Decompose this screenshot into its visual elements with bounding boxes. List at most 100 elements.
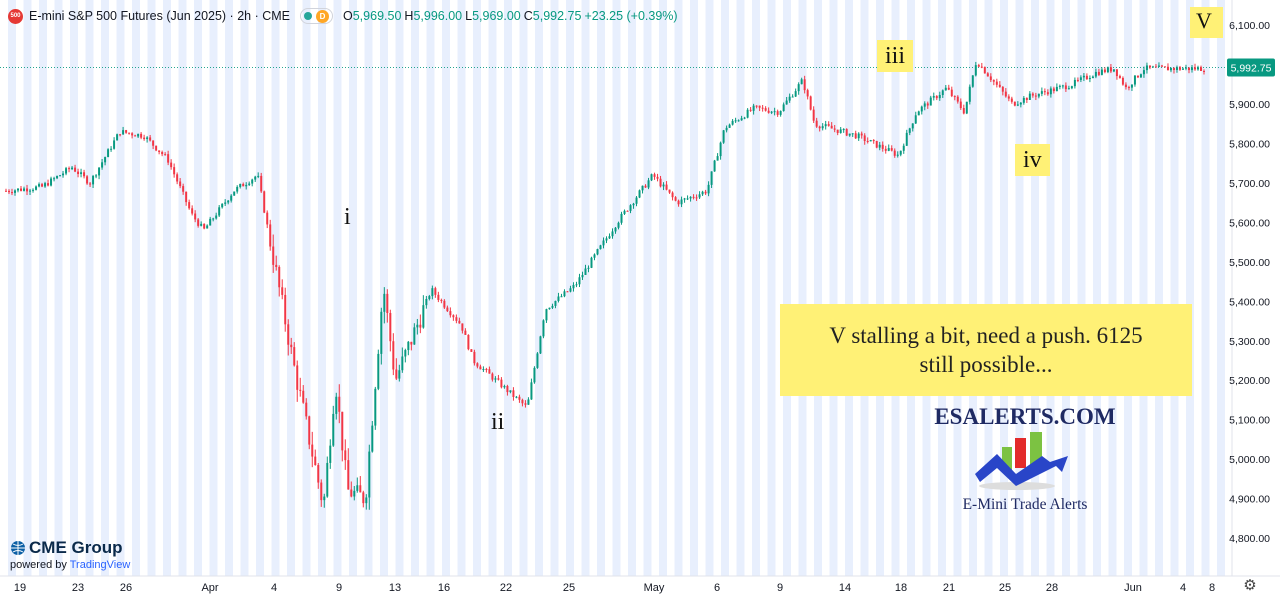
candle bbox=[311, 431, 314, 468]
session-band bbox=[535, 0, 543, 576]
candle bbox=[581, 271, 584, 281]
candle bbox=[686, 195, 689, 201]
candle bbox=[545, 308, 548, 323]
candle bbox=[1094, 68, 1097, 79]
candle bbox=[1058, 84, 1061, 90]
candle bbox=[701, 190, 704, 196]
session-band bbox=[1108, 0, 1117, 576]
time-tick-label: 16 bbox=[438, 582, 450, 594]
candle bbox=[1196, 65, 1199, 71]
candle bbox=[425, 295, 428, 309]
candle bbox=[920, 105, 923, 115]
candle bbox=[185, 191, 188, 206]
symbol-badge[interactable]: 500 bbox=[8, 8, 23, 24]
candle bbox=[1187, 67, 1190, 74]
candle bbox=[935, 95, 938, 101]
candle bbox=[278, 265, 281, 297]
time-tick-label: Jun bbox=[1124, 582, 1142, 594]
globe-icon bbox=[11, 541, 25, 555]
candle bbox=[1121, 76, 1124, 86]
candle bbox=[332, 405, 335, 447]
candle bbox=[704, 189, 707, 195]
candle bbox=[1019, 101, 1022, 108]
market-status[interactable]: D bbox=[300, 8, 333, 24]
candle bbox=[959, 98, 962, 110]
candle bbox=[437, 291, 440, 303]
powered-by[interactable]: powered by TradingView bbox=[10, 559, 131, 571]
candle bbox=[641, 185, 644, 194]
time-tick-label: 26 bbox=[120, 582, 132, 594]
time-axis[interactable]: 19 23 26 Apr 4 9 13 16 22 25 May 6 9 14 18 21 25 28 Jun 4 8 bbox=[0, 575, 1280, 600]
last-price-tag[interactable]: 5,992.75 bbox=[1227, 58, 1275, 77]
candle bbox=[1010, 96, 1013, 104]
session-band bbox=[426, 0, 435, 576]
candle bbox=[1097, 68, 1100, 77]
candle bbox=[71, 165, 74, 171]
candle bbox=[1022, 96, 1025, 105]
candle bbox=[500, 377, 503, 389]
candle bbox=[698, 191, 701, 200]
session-band bbox=[163, 0, 171, 576]
price-tick-label: 6,100.00 bbox=[1229, 20, 1270, 32]
candle bbox=[47, 179, 50, 187]
candle bbox=[164, 152, 167, 156]
candle bbox=[353, 486, 356, 501]
candle bbox=[263, 190, 266, 214]
candle bbox=[797, 82, 800, 95]
candle bbox=[122, 126, 125, 135]
candle bbox=[1190, 64, 1193, 73]
candle bbox=[893, 148, 896, 158]
session-band bbox=[287, 0, 295, 576]
session-band bbox=[318, 0, 326, 576]
candle bbox=[776, 109, 779, 117]
candle bbox=[680, 196, 683, 208]
candle bbox=[83, 169, 86, 179]
candle bbox=[488, 366, 491, 374]
candle bbox=[152, 140, 155, 150]
candle bbox=[380, 307, 383, 365]
candle bbox=[887, 144, 890, 152]
candle bbox=[209, 216, 212, 226]
candle bbox=[272, 234, 275, 273]
candle bbox=[161, 150, 164, 157]
price-tick-label: 5,000.00 bbox=[1229, 454, 1270, 466]
brand-tagline: E-Mini Trade Alerts bbox=[962, 496, 1088, 513]
candle bbox=[29, 188, 32, 195]
candle bbox=[728, 123, 731, 129]
time-tick-label: 21 bbox=[943, 582, 955, 594]
session-band bbox=[612, 0, 621, 576]
candle bbox=[830, 122, 833, 129]
candle bbox=[656, 173, 659, 182]
candle bbox=[617, 221, 620, 230]
session-band bbox=[178, 0, 187, 576]
cme-logo[interactable]: CME Group bbox=[10, 538, 130, 558]
price-axis[interactable]: 6,100.006,000.005,900.005,800.005,700.00… bbox=[1227, 0, 1280, 600]
candle bbox=[878, 141, 881, 151]
session-band bbox=[70, 0, 78, 576]
session-band bbox=[969, 0, 977, 576]
candle bbox=[551, 303, 554, 310]
candle bbox=[482, 366, 485, 372]
candle bbox=[1172, 67, 1175, 74]
candle bbox=[914, 111, 917, 124]
candle bbox=[104, 156, 107, 166]
gear-icon[interactable]: ⚙ bbox=[1243, 577, 1257, 594]
candle bbox=[431, 285, 434, 300]
candle bbox=[965, 101, 968, 115]
symbol-title[interactable]: E-mini S&P 500 Futures (Jun 2025) · 2h ·… bbox=[29, 9, 290, 23]
session-band bbox=[1015, 0, 1024, 576]
candle bbox=[614, 226, 617, 234]
candle bbox=[881, 141, 884, 152]
candle bbox=[1007, 94, 1010, 102]
candle bbox=[1133, 75, 1136, 87]
analysis-note-line1: V stalling a bit, need a push. 6125 bbox=[829, 323, 1143, 348]
session-band bbox=[1186, 0, 1194, 576]
candle bbox=[410, 341, 413, 351]
candle bbox=[1151, 65, 1154, 68]
candle bbox=[128, 132, 131, 135]
session-band bbox=[1000, 0, 1008, 576]
candle bbox=[950, 86, 953, 98]
candle bbox=[851, 133, 854, 137]
symbol-header: 500 E-mini S&P 500 Futures (Jun 2025) · … bbox=[8, 7, 678, 25]
